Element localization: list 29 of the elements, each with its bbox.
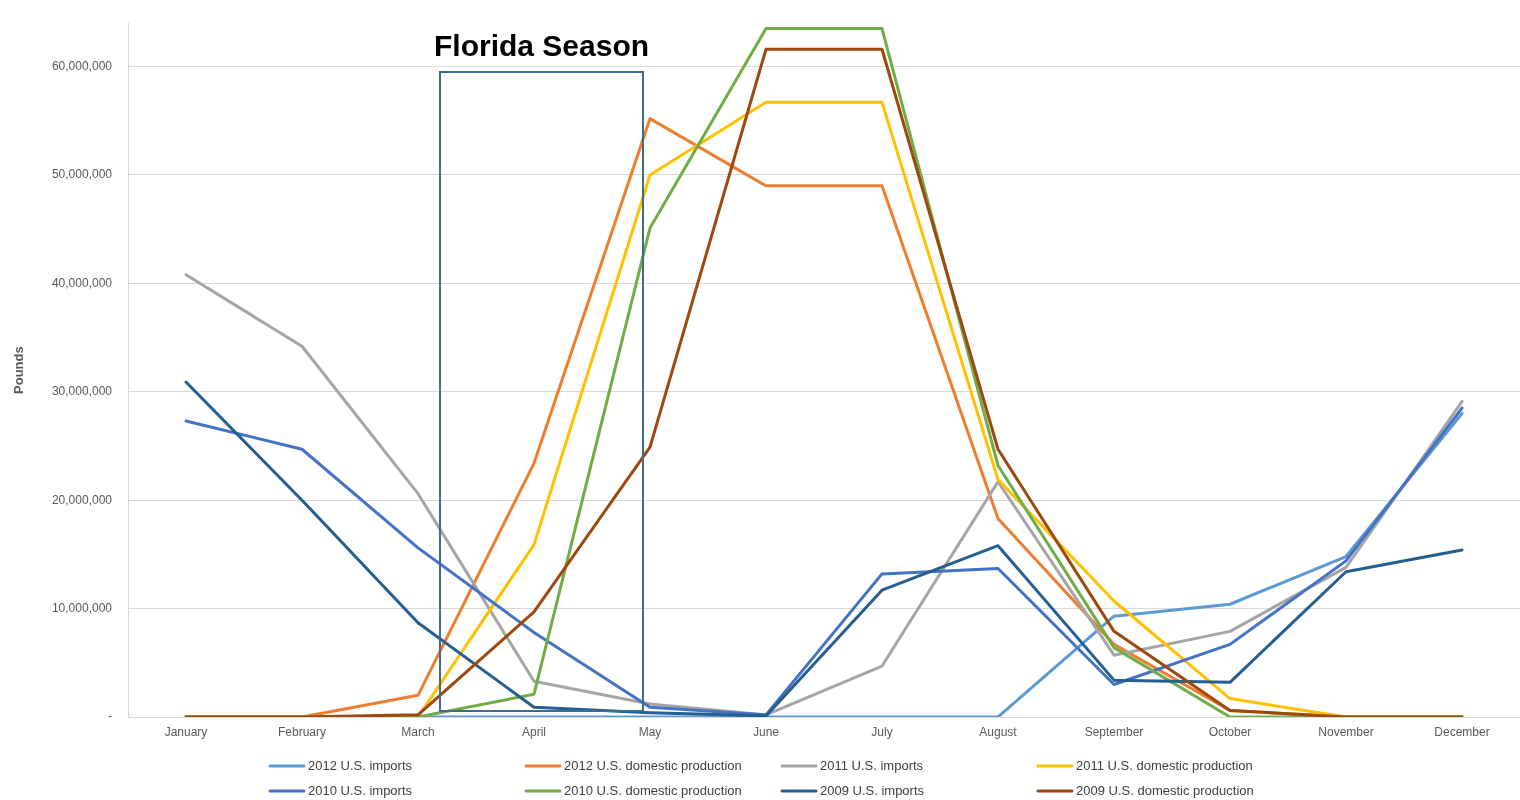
legend-label: 2010 U.S. domestic production — [564, 782, 742, 798]
x-tick-label: July — [871, 724, 893, 739]
x-tick-label: February — [277, 724, 327, 739]
x-tick-label: June — [752, 724, 780, 739]
annotation: Florida Season — [434, 28, 650, 62]
y-tick-label: 20,000,000 — [51, 492, 113, 507]
y-tick-label: 40,000,000 — [51, 275, 113, 290]
legend-label: 2009 U.S. imports — [820, 782, 925, 798]
legend-label: 2011 U.S. imports — [820, 757, 924, 773]
x-tick-label: November — [1318, 724, 1374, 739]
x-tick-label: January — [164, 724, 208, 739]
y-tick-label: - — [108, 709, 112, 724]
legend-label: 2012 U.S. domestic production — [564, 757, 742, 773]
y-axis-title: Pounds — [11, 346, 27, 394]
x-tick-label: May — [638, 724, 662, 739]
x-tick-label: March — [401, 724, 435, 739]
y-tick-label: 30,000,000 — [51, 384, 113, 399]
y-tick-label: 10,000,000 — [51, 600, 113, 615]
legend-label: 2011 U.S. domestic production — [1076, 757, 1253, 773]
x-tick-label: December — [1434, 724, 1490, 739]
x-tick-label: September — [1084, 724, 1144, 739]
x-tick-label: October — [1208, 724, 1252, 739]
x-tick-label: April — [521, 724, 547, 739]
x-tick-label: August — [979, 724, 1018, 739]
legend-label: 2009 U.S. domestic production — [1076, 782, 1254, 798]
legend-label: 2010 U.S. imports — [308, 782, 413, 798]
y-tick-label: 50,000,000 — [51, 167, 113, 182]
y-tick-label: 60,000,000 — [51, 58, 113, 73]
legend-label: 2012 U.S. imports — [308, 757, 413, 773]
